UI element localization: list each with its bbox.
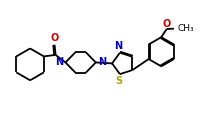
Text: O: O xyxy=(50,33,59,43)
Text: S: S xyxy=(115,76,122,86)
Text: O: O xyxy=(163,19,171,29)
Text: N: N xyxy=(114,41,123,51)
Text: N: N xyxy=(55,57,63,67)
Text: N: N xyxy=(98,57,106,67)
Text: CH₃: CH₃ xyxy=(178,24,194,33)
